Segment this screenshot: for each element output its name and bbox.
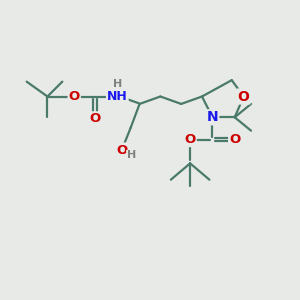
Text: O: O [184, 133, 196, 146]
Text: H: H [127, 150, 136, 160]
Text: H: H [113, 79, 122, 89]
Text: NH: NH [107, 90, 128, 103]
Text: N: N [207, 110, 218, 124]
Text: O: O [89, 112, 100, 125]
Text: O: O [238, 89, 250, 103]
Text: O: O [69, 90, 80, 103]
Text: O: O [116, 143, 128, 157]
Text: O: O [229, 133, 240, 146]
